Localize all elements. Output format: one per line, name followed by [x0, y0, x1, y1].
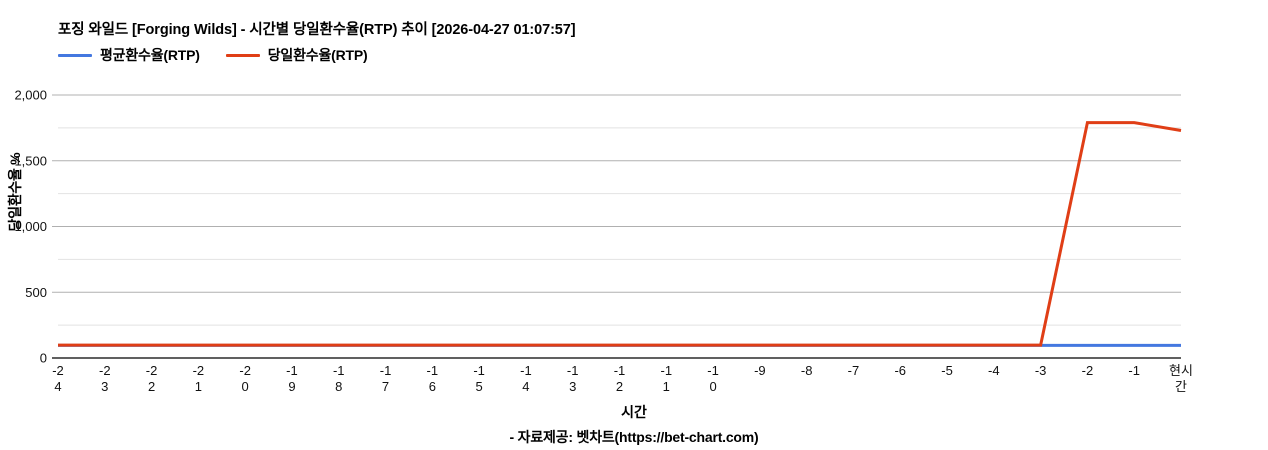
chart-title: 포징 와일드 [Forging Wilds] - 시간별 당일환수율(RTP) … [58, 22, 576, 38]
x-axis-tick-label: -1 [1128, 363, 1140, 378]
y-axis-tick-label: 1,500 [14, 153, 47, 168]
x-axis-tick-label: -2 3 [99, 363, 111, 394]
legend-swatch-average-rtp [58, 53, 92, 57]
y-axis-tick-label: 0 [40, 351, 47, 366]
x-axis-tick-label: -1 1 [661, 363, 673, 394]
legend-label-today-rtp: 당일환수율(RTP) [267, 47, 368, 63]
x-axis-tick-label: -3 [1035, 363, 1047, 378]
x-axis-tick-label: 현시 간 [1169, 363, 1193, 394]
x-axis-tick-label: -7 [848, 363, 860, 378]
x-axis-tick-label: -1 3 [567, 363, 579, 394]
x-axis-tick-label: -2 1 [193, 363, 205, 394]
x-axis-tick-label: -1 4 [520, 363, 532, 394]
x-axis-tick-label: -1 5 [473, 363, 485, 394]
x-axis-tick-label: -2 2 [146, 363, 158, 394]
x-axis-tick-label: -1 7 [380, 363, 392, 394]
series-line-today-rtp [58, 121, 1182, 347]
x-axis-tick-label: -1 6 [427, 363, 439, 394]
x-axis-tick-label: -2 0 [239, 363, 251, 394]
chart-legend: 평균환수율(RTP) 당일환수율(RTP) [58, 44, 368, 66]
x-axis-tick-label: -1 0 [707, 363, 719, 394]
x-axis-title: 시간 [621, 404, 647, 420]
y-axis-tick-label: 2,000 [14, 88, 47, 103]
x-axis-tick-label: -1 9 [286, 363, 298, 394]
legend-item-average-rtp[interactable]: 평균환수율(RTP) [58, 45, 200, 65]
x-axis-tick-label: -2 4 [52, 363, 64, 394]
x-axis-tick-label: -2 [1082, 363, 1094, 378]
x-axis-tick-label: -9 [754, 363, 766, 378]
y-axis-tick-label: 500 [25, 285, 47, 300]
x-axis-tick-label: -1 8 [333, 363, 345, 394]
x-axis-tick-label: -6 [894, 363, 906, 378]
x-axis-tick-label: -4 [988, 363, 1000, 378]
source-credit: - 자료제공: 벳차트(https://bet-chart.com) [509, 429, 759, 445]
x-axis-tick-label: -1 2 [614, 363, 626, 394]
legend-label-average-rtp: 평균환수율(RTP) [100, 47, 200, 63]
legend-item-today-rtp[interactable]: 당일환수율(RTP) [225, 45, 368, 65]
legend-swatch-today-rtp [225, 53, 260, 57]
x-axis-tick-label: -5 [941, 363, 953, 378]
x-axis-tick-label: -8 [801, 363, 813, 378]
y-axis-tick-label: 1,000 [14, 219, 47, 234]
